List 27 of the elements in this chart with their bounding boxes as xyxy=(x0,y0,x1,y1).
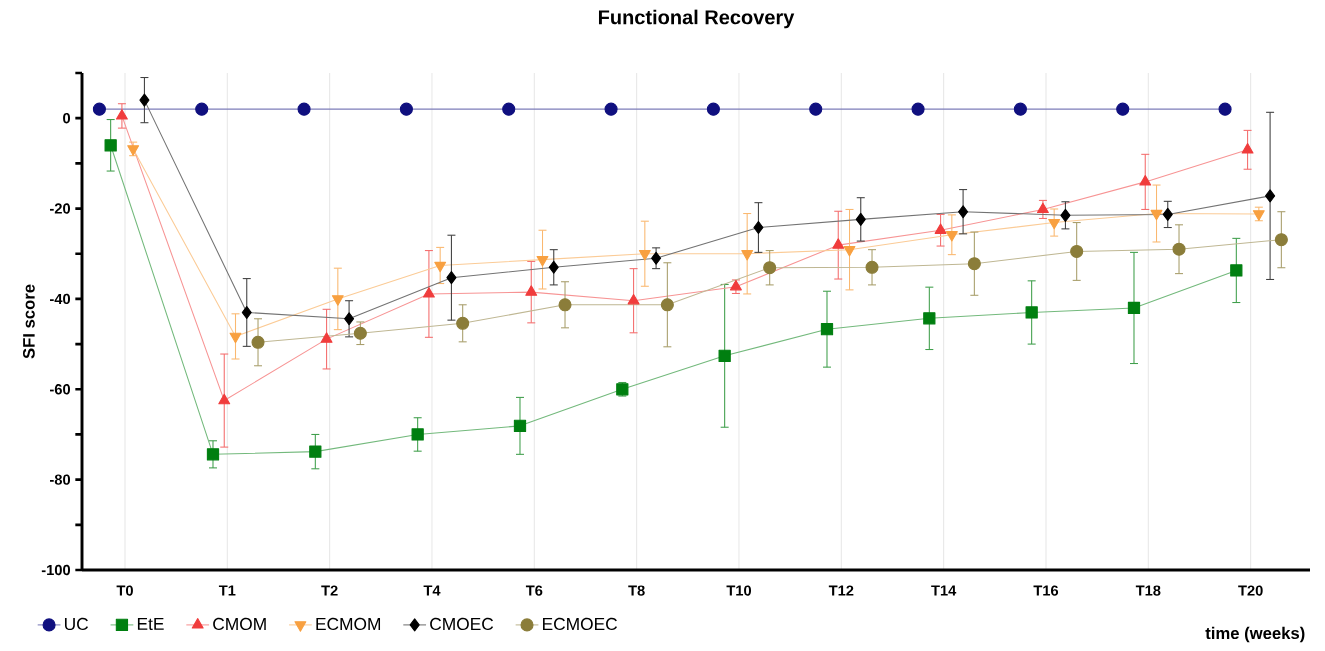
legend-label: EtE xyxy=(137,617,164,630)
x-axis-title: time (weeks) xyxy=(1205,626,1305,643)
x-tick-label: T18 xyxy=(1135,585,1161,596)
x-tick-label: T16 xyxy=(1033,585,1059,596)
x-tick-label: T8 xyxy=(628,585,645,596)
x-tick-label: T4 xyxy=(423,585,441,596)
legend-label: UC xyxy=(64,617,89,631)
x-tick-label: T10 xyxy=(726,585,752,596)
y-tick-label: -100 xyxy=(41,564,71,576)
x-tick-label: T1 xyxy=(218,585,236,596)
x-tick-label: T0 xyxy=(116,585,133,596)
legend-label: CMOM xyxy=(213,617,266,631)
x-tick-label: T14 xyxy=(931,585,957,596)
chart-title: Functional Recovery xyxy=(598,9,795,29)
legend-label: CMOEC xyxy=(430,617,494,631)
legend-label: ECMOEC xyxy=(543,617,618,631)
x-tick-label: T12 xyxy=(828,585,854,596)
legend-label: ECMOM xyxy=(316,617,381,631)
y-tick-label: -40 xyxy=(50,293,71,305)
x-tick-label: T2 xyxy=(321,585,338,596)
y-tick-label: 0 xyxy=(63,113,71,124)
y-tick-label: -60 xyxy=(50,384,71,395)
x-tick-label: T20 xyxy=(1238,585,1263,596)
y-tick-label: -20 xyxy=(50,203,71,214)
x-tick-label: T6 xyxy=(525,585,543,596)
y-axis-title: SFI score xyxy=(22,284,35,359)
y-tick-label: -80 xyxy=(50,474,71,485)
